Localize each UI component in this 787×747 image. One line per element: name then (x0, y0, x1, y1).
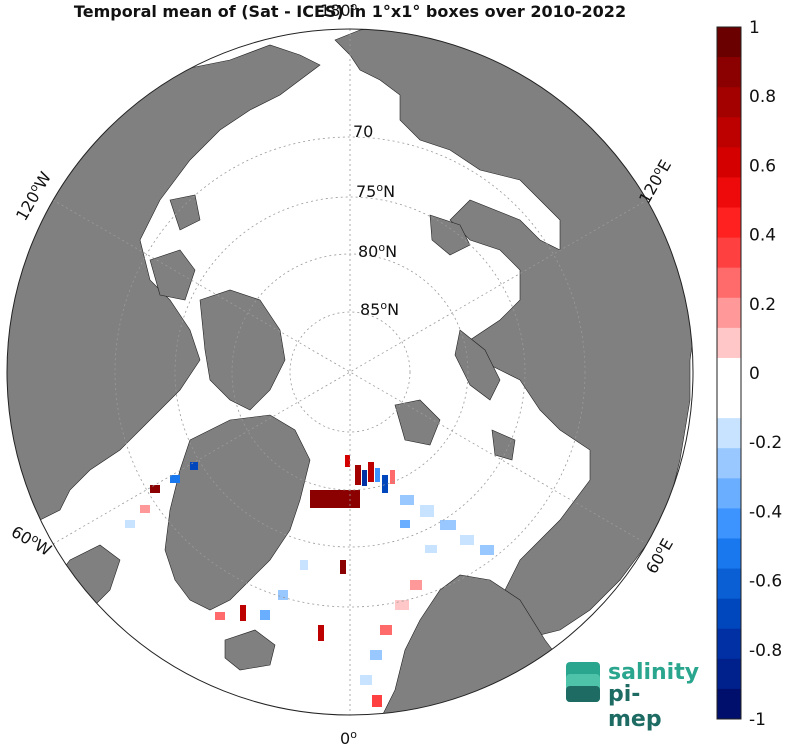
salinity-pimep-logo: salinity pi-mep (560, 660, 699, 732)
colorbar-frame (716, 26, 742, 720)
land-island-severnaya (429, 214, 471, 256)
land-island-svalbard (394, 399, 441, 446)
land-ellesmere (199, 289, 286, 411)
land-banks-island (169, 194, 201, 231)
lat-label-70: 70 (353, 122, 373, 141)
colorbar-segment (717, 147, 741, 178)
lon-label-120e: 120oE (634, 156, 675, 207)
colorbar-segment (717, 688, 741, 720)
colorbar-tick-label: -0.2 (749, 433, 782, 453)
land-island-novaya (454, 329, 501, 401)
colorbar-segment (717, 658, 741, 690)
colorbar-segment (717, 237, 741, 269)
colorbar-segment (717, 448, 741, 479)
land-island-franzjosef (491, 429, 516, 461)
colorbar-segment (717, 508, 741, 539)
colorbar-segment (717, 598, 741, 630)
land-north-america (7, 44, 321, 521)
colorbar-segment (717, 327, 741, 359)
colorbar-segment (717, 388, 741, 419)
colorbar-tick-label: -1 (749, 710, 766, 730)
colorbar-segment (717, 57, 741, 88)
logo-line1: salinity (608, 660, 700, 685)
lat-label-85: 85oN (360, 299, 399, 319)
colorbar-segment (717, 177, 741, 209)
colorbar-segment (717, 538, 741, 570)
colorbar-segment (717, 297, 741, 329)
land-greenland (164, 414, 311, 611)
map-border (6, 28, 694, 716)
colorbar-segment (717, 207, 741, 239)
logo-waves-icon (566, 662, 600, 702)
colorbar-segment (717, 117, 741, 148)
lon-label-0: 0o (340, 728, 357, 747)
land-iceland (224, 629, 276, 671)
colorbar-tick-label: -0.8 (749, 641, 782, 661)
colorbar-tick-label: 1 (749, 18, 760, 38)
land-victoria-island (149, 249, 196, 301)
colorbar-segment (717, 628, 741, 660)
colorbar (717, 27, 741, 720)
data-boxes (125, 455, 494, 707)
colorbar-tick-label: -0.6 (749, 572, 782, 592)
colorbar-tick-label: 0.6 (749, 156, 776, 176)
lat-label-80: 80oN (358, 241, 397, 261)
colorbar-tick-label: 0 (749, 364, 760, 384)
colorbar-segment (717, 568, 741, 600)
graticule (52, 29, 648, 715)
lat-labels: 70 75oN 80oN 85oN (353, 122, 399, 319)
colorbar-tick-label: 0.8 (749, 87, 776, 107)
map-title: Temporal mean of (Sat - ICES) in 1°x1° b… (73, 2, 627, 21)
colorbar-tick-label: 0.2 (749, 295, 776, 315)
logo-line2: pi-mep (608, 682, 662, 732)
colorbar-segment (717, 357, 741, 389)
colorbar-tick-label: -0.4 (749, 502, 782, 522)
colorbar-segment (717, 87, 741, 118)
colorbar-segment (717, 478, 741, 509)
colorbar-segment (717, 418, 741, 449)
colorbar-segment (717, 27, 741, 58)
lon-label-180: 180o (320, 0, 358, 20)
colorbar-segment (717, 267, 741, 299)
colorbar-tick-label: 0.4 (749, 226, 776, 246)
colorbar-ticks: 1 0.8 0.6 0.4 0.2 0 -0.2 -0.4 -0.6 -0.8 -1 (749, 18, 782, 730)
lat-label-75: 75oN (356, 181, 395, 201)
